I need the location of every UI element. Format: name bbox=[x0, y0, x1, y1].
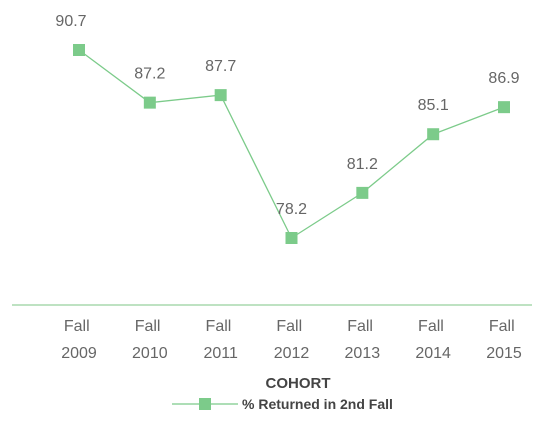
x-tick-label: Fall 2015 bbox=[486, 318, 522, 362]
data-label: 86.9 bbox=[488, 70, 519, 87]
marker bbox=[356, 186, 369, 199]
x-tick-label: Fall 2010 bbox=[132, 318, 168, 362]
marker bbox=[285, 232, 298, 244]
marker bbox=[498, 101, 510, 114]
x-tick-label: Fall 2013 bbox=[345, 318, 381, 362]
x-tick-label: Fall 2012 bbox=[274, 318, 310, 362]
marker bbox=[427, 128, 440, 141]
data-label: 87.7 bbox=[205, 58, 236, 75]
x-tick-label: Fall 2014 bbox=[415, 318, 451, 362]
x-tick-label: Fall 2011 bbox=[203, 318, 238, 362]
data-label: 78.2 bbox=[276, 201, 307, 218]
x-tick-label: Fall 2009 bbox=[61, 318, 97, 362]
data-label: 81.2 bbox=[347, 156, 378, 173]
legend-label: % Returned in 2nd Fall bbox=[242, 396, 393, 412]
marker bbox=[73, 44, 85, 56]
marker bbox=[143, 96, 156, 109]
data-label: 85.1 bbox=[418, 97, 449, 114]
data-label: 87.2 bbox=[134, 66, 165, 83]
data-label: 90.7 bbox=[55, 13, 86, 30]
x-axis-title: COHORT bbox=[266, 375, 331, 392]
marker bbox=[214, 89, 227, 102]
legend-marker bbox=[199, 398, 211, 410]
